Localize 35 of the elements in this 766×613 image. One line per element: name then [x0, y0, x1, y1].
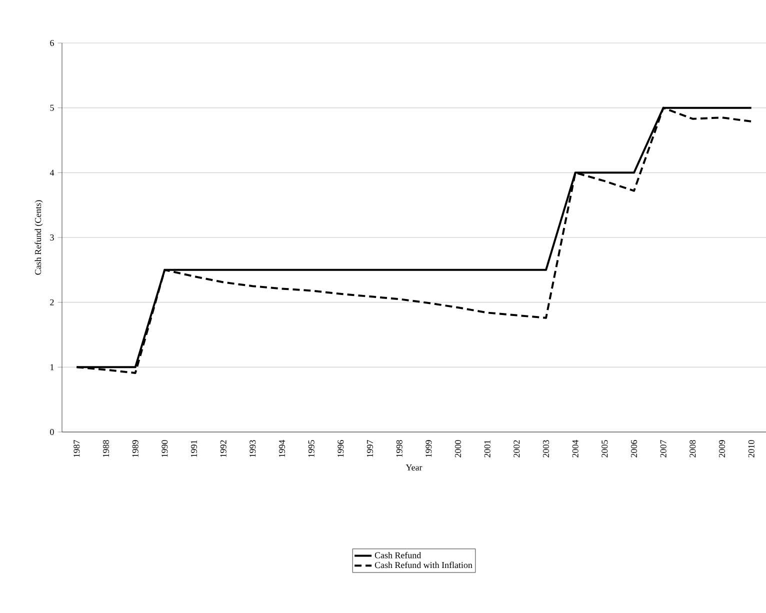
y-axis-title: Cash Refund (Cents): [34, 200, 43, 275]
x-tick-label: 1989: [132, 440, 138, 457]
y-tick-label: 5: [50, 104, 54, 111]
x-tick-label: 2000: [454, 440, 462, 458]
x-tick-label: 2007: [660, 440, 666, 458]
x-tick-label: 2009: [718, 440, 726, 458]
x-tick-label: 2001: [484, 440, 490, 458]
x-tick-label: 1991: [190, 440, 198, 457]
x-tick-label: 2006: [630, 440, 638, 458]
x-tick-label: 1997: [366, 440, 374, 457]
x-tick-label: 2005: [602, 440, 608, 458]
legend-label: Cash Refund with Inflation: [374, 562, 472, 568]
y-tick-label: 6: [50, 40, 54, 46]
x-tick-label: 1987: [74, 440, 80, 457]
x-tick-label: 2010: [748, 440, 754, 458]
legend-label: Cash Refund: [374, 552, 422, 558]
x-tick-label: 1998: [396, 440, 402, 457]
y-tick-label: 1: [50, 364, 54, 370]
x-tick-label: 1992: [220, 440, 226, 457]
x-axis-title: Year: [406, 464, 422, 471]
x-tick-label: 1999: [426, 440, 432, 457]
x-tick-label: 1994: [278, 440, 286, 457]
y-tick-label: 2: [50, 299, 54, 306]
x-tick-label: 1990: [162, 440, 168, 457]
y-tick-label: 4: [50, 170, 54, 176]
y-tick-label: 0: [50, 428, 54, 436]
x-tick-label: 2003: [542, 440, 550, 458]
x-tick-label: 2004: [572, 440, 578, 458]
x-tick-label: 1996: [338, 440, 344, 457]
x-tick-label: 2002: [514, 440, 520, 458]
x-tick-label: 2008: [690, 440, 696, 458]
y-tick-label: 3: [50, 234, 54, 241]
x-tick-label: 1988: [102, 440, 110, 457]
x-tick-label: 1993: [250, 440, 256, 457]
x-tick-label: 1995: [308, 440, 314, 457]
